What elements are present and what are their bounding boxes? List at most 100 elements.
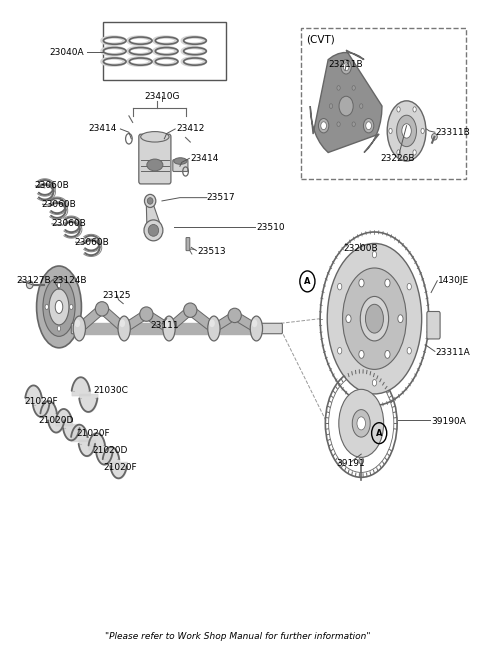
Ellipse shape bbox=[407, 348, 411, 354]
Text: 39190A: 39190A bbox=[431, 417, 466, 426]
Ellipse shape bbox=[148, 225, 159, 237]
Ellipse shape bbox=[397, 150, 400, 155]
Ellipse shape bbox=[144, 194, 156, 208]
Bar bbox=[301, 28, 466, 179]
Ellipse shape bbox=[360, 104, 363, 108]
Text: 21020F: 21020F bbox=[76, 428, 109, 438]
Ellipse shape bbox=[140, 307, 153, 321]
Text: A: A bbox=[376, 428, 383, 438]
Text: 23060B: 23060B bbox=[42, 200, 76, 209]
Ellipse shape bbox=[343, 268, 407, 369]
FancyBboxPatch shape bbox=[258, 323, 282, 334]
Ellipse shape bbox=[346, 315, 351, 323]
Text: 23412: 23412 bbox=[176, 124, 204, 133]
Ellipse shape bbox=[359, 279, 364, 287]
Ellipse shape bbox=[118, 316, 130, 341]
Ellipse shape bbox=[385, 279, 390, 287]
FancyBboxPatch shape bbox=[71, 323, 84, 334]
Ellipse shape bbox=[163, 316, 175, 341]
Ellipse shape bbox=[120, 319, 125, 327]
Ellipse shape bbox=[45, 304, 48, 309]
Ellipse shape bbox=[352, 122, 355, 127]
Ellipse shape bbox=[70, 304, 73, 309]
Ellipse shape bbox=[339, 97, 353, 116]
Ellipse shape bbox=[57, 283, 60, 288]
Text: 23200B: 23200B bbox=[343, 244, 378, 253]
Ellipse shape bbox=[359, 457, 363, 464]
Ellipse shape bbox=[36, 266, 82, 348]
Text: 23311B: 23311B bbox=[436, 127, 470, 137]
Ellipse shape bbox=[73, 316, 85, 341]
Ellipse shape bbox=[96, 302, 108, 316]
Text: 23060B: 23060B bbox=[51, 219, 86, 229]
Text: 21030C: 21030C bbox=[94, 386, 128, 395]
Ellipse shape bbox=[413, 107, 416, 112]
Ellipse shape bbox=[337, 85, 340, 90]
Text: 23410G: 23410G bbox=[144, 92, 180, 101]
Ellipse shape bbox=[147, 198, 153, 204]
FancyBboxPatch shape bbox=[139, 134, 171, 184]
Bar bbox=[103, 22, 226, 80]
Ellipse shape bbox=[327, 244, 421, 394]
Ellipse shape bbox=[421, 128, 424, 133]
Ellipse shape bbox=[55, 300, 63, 313]
Ellipse shape bbox=[318, 118, 329, 133]
Ellipse shape bbox=[365, 304, 384, 333]
Polygon shape bbox=[146, 206, 160, 224]
Text: 23517: 23517 bbox=[207, 193, 235, 202]
Text: 23311A: 23311A bbox=[436, 348, 470, 357]
Text: 23060B: 23060B bbox=[74, 238, 109, 246]
Ellipse shape bbox=[398, 315, 403, 323]
Ellipse shape bbox=[337, 348, 342, 354]
Text: 1430JE: 1430JE bbox=[438, 276, 469, 285]
Ellipse shape bbox=[26, 281, 33, 288]
Ellipse shape bbox=[341, 60, 351, 74]
Ellipse shape bbox=[141, 131, 169, 142]
Polygon shape bbox=[310, 50, 382, 152]
Ellipse shape bbox=[389, 128, 392, 133]
Ellipse shape bbox=[396, 115, 417, 147]
Ellipse shape bbox=[343, 63, 349, 71]
Text: 39191: 39191 bbox=[336, 459, 365, 468]
Ellipse shape bbox=[413, 150, 416, 155]
Text: 23125: 23125 bbox=[103, 291, 132, 300]
Polygon shape bbox=[145, 309, 170, 333]
Polygon shape bbox=[189, 306, 216, 333]
Ellipse shape bbox=[357, 417, 365, 430]
Text: A: A bbox=[304, 277, 311, 286]
Ellipse shape bbox=[372, 251, 377, 258]
Polygon shape bbox=[213, 311, 236, 332]
Ellipse shape bbox=[184, 303, 197, 317]
FancyBboxPatch shape bbox=[186, 238, 190, 251]
FancyBboxPatch shape bbox=[173, 160, 188, 171]
Ellipse shape bbox=[337, 122, 340, 127]
Ellipse shape bbox=[397, 107, 400, 112]
Ellipse shape bbox=[360, 296, 389, 341]
Ellipse shape bbox=[250, 316, 263, 341]
Ellipse shape bbox=[359, 350, 364, 358]
Ellipse shape bbox=[164, 319, 170, 327]
Ellipse shape bbox=[209, 319, 215, 327]
Text: 23060B: 23060B bbox=[35, 181, 69, 191]
Ellipse shape bbox=[228, 308, 241, 323]
Ellipse shape bbox=[352, 409, 370, 437]
Ellipse shape bbox=[407, 283, 411, 290]
Ellipse shape bbox=[432, 133, 437, 140]
Ellipse shape bbox=[402, 124, 411, 138]
Text: 23124B: 23124B bbox=[52, 275, 87, 284]
Ellipse shape bbox=[252, 319, 257, 327]
Text: 21020D: 21020D bbox=[92, 446, 127, 455]
Text: 23414: 23414 bbox=[89, 124, 117, 133]
Text: 21020F: 21020F bbox=[103, 463, 136, 472]
Ellipse shape bbox=[147, 159, 163, 171]
Text: 21020D: 21020D bbox=[38, 416, 73, 424]
Ellipse shape bbox=[144, 220, 163, 241]
Ellipse shape bbox=[174, 158, 187, 164]
Ellipse shape bbox=[363, 118, 374, 133]
Polygon shape bbox=[100, 305, 126, 333]
Text: 21020F: 21020F bbox=[24, 397, 58, 406]
Text: 23513: 23513 bbox=[197, 247, 226, 256]
Text: 23211B: 23211B bbox=[329, 60, 363, 69]
Polygon shape bbox=[233, 311, 258, 332]
Polygon shape bbox=[167, 306, 192, 332]
